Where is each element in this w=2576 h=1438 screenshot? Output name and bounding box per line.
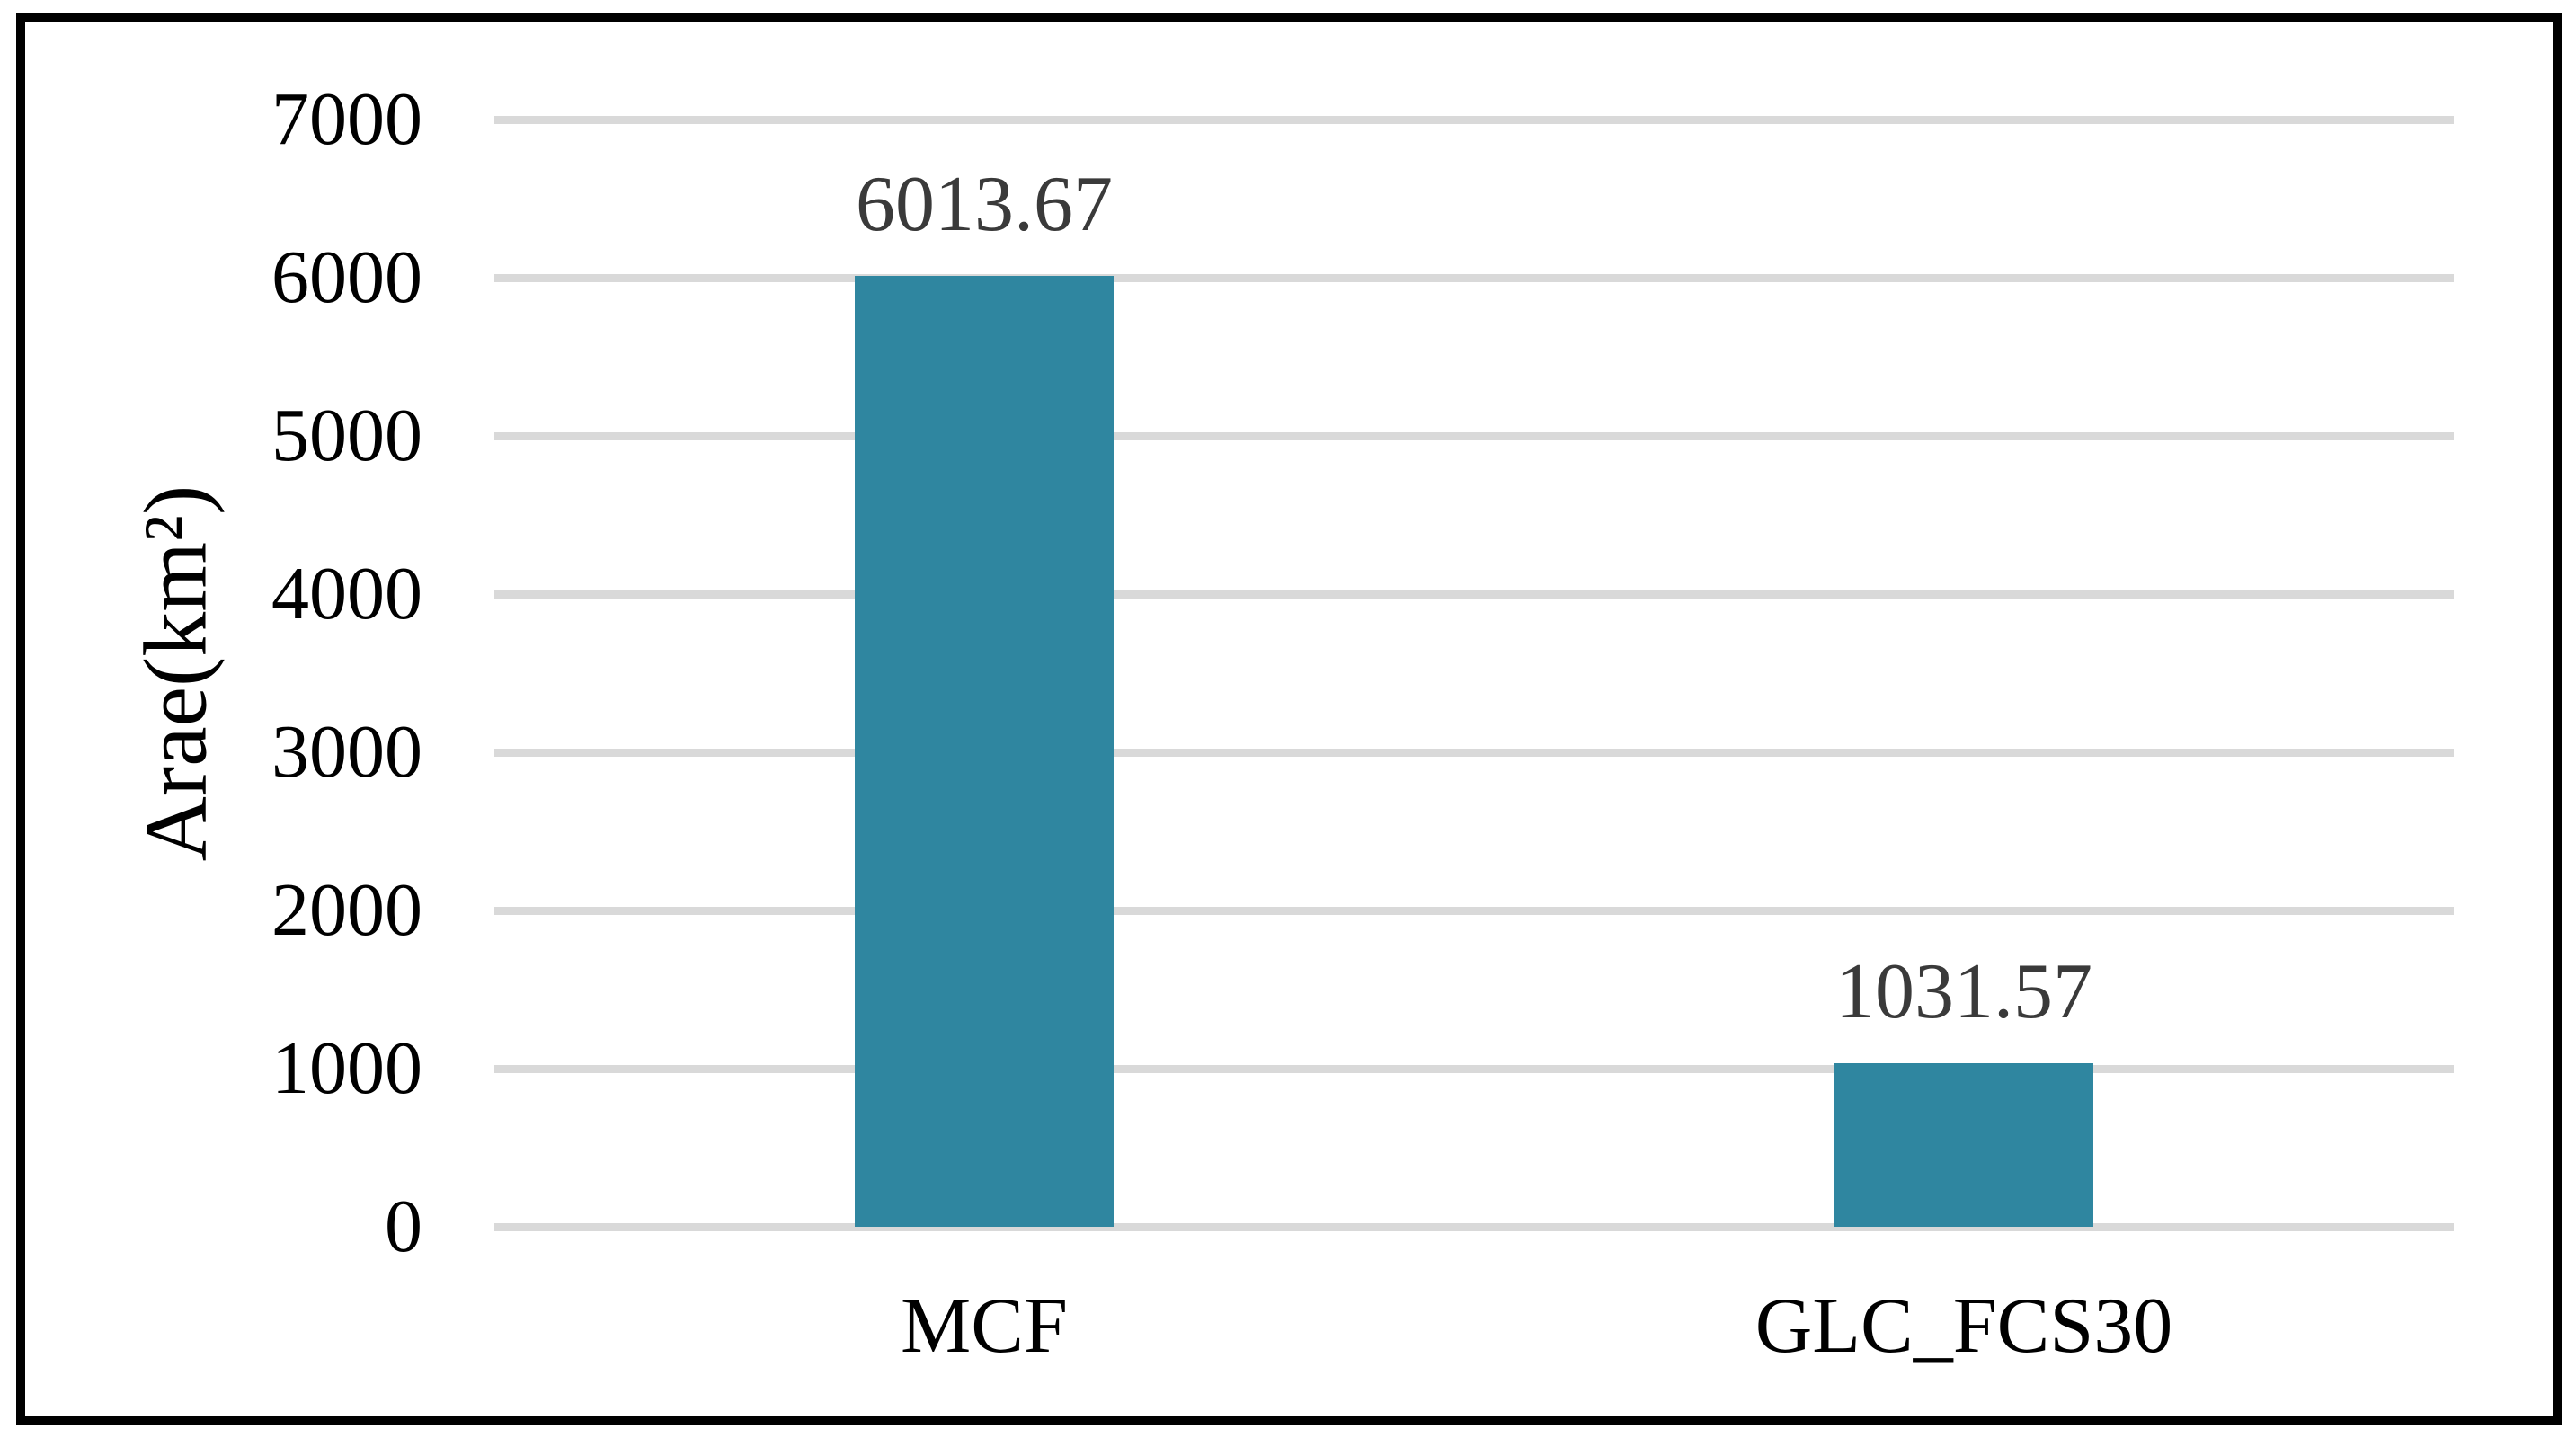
y-tick-label: 6000 — [271, 235, 422, 319]
y-gridline — [494, 1065, 2454, 1074]
y-gridline — [494, 1223, 2454, 1231]
y-tick-label: 1000 — [271, 1026, 422, 1110]
y-tick-label: 5000 — [271, 394, 422, 477]
y-gridline — [494, 274, 2454, 282]
y-gridline — [494, 749, 2454, 757]
x-tick-label: MCF — [901, 1283, 1068, 1370]
chart-frame — [16, 13, 2562, 1425]
y-axis-tick-labels: 0 1000 2000 3000 4000 5000 6000 7000 — [0, 82, 422, 1265]
x-axis-tick-labels: MCF GLC_FCS30 — [494, 1287, 2454, 1404]
y-tick-label: 3000 — [271, 710, 422, 794]
y-tick-label: 2000 — [271, 868, 422, 952]
y-gridline — [494, 590, 2454, 599]
y-tick-label: 7000 — [271, 77, 422, 161]
y-tick-label: 0 — [385, 1185, 422, 1268]
plot-area: 6013.67 1031.57 — [494, 116, 2454, 1231]
y-gridline — [494, 116, 2454, 124]
bar-mcf — [855, 275, 1114, 1227]
y-gridline — [494, 907, 2454, 916]
y-gridline — [494, 432, 2454, 440]
bar-value-label: 1031.57 — [1835, 948, 2092, 1036]
x-tick-label: GLC_FCS30 — [1754, 1283, 2173, 1370]
bar-glc_fcs30 — [1834, 1063, 2093, 1227]
bar-value-label: 6013.67 — [856, 160, 1113, 248]
y-tick-label: 4000 — [271, 552, 422, 635]
